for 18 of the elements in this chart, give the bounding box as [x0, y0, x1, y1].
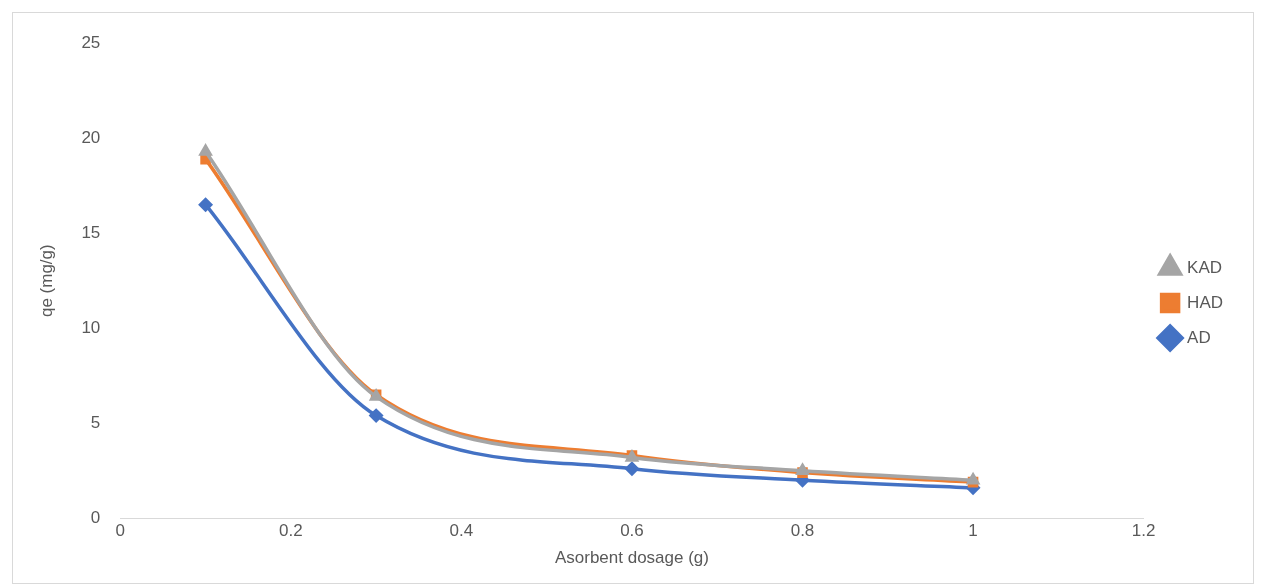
y-tick-label: 20 — [81, 127, 101, 147]
y-tick-label: 25 — [81, 32, 101, 52]
x-tick-label: 0.4 — [449, 521, 474, 541]
x-tick-label: 1.2 — [1131, 521, 1156, 541]
y-tick-label: 0 — [90, 507, 101, 527]
x-tick-label: 1 — [968, 521, 978, 541]
x-tick-label: 0.8 — [790, 521, 815, 541]
y-tick-label: 15 — [81, 222, 101, 242]
x-tick-label: 0 — [115, 521, 126, 541]
y-axis-title: qe (mg/g) — [36, 244, 56, 318]
legend-label: HAD — [1187, 292, 1224, 312]
x-axis-title: Asorbent dosage (g) — [554, 548, 709, 568]
y-tick-label: 5 — [90, 412, 101, 432]
x-tick-label: 0.2 — [279, 521, 303, 541]
legend-label: KAD — [1187, 257, 1223, 277]
legend-label: AD — [1187, 327, 1211, 347]
y-tick-label: 10 — [81, 317, 101, 337]
x-tick-label: 0.6 — [620, 521, 644, 541]
